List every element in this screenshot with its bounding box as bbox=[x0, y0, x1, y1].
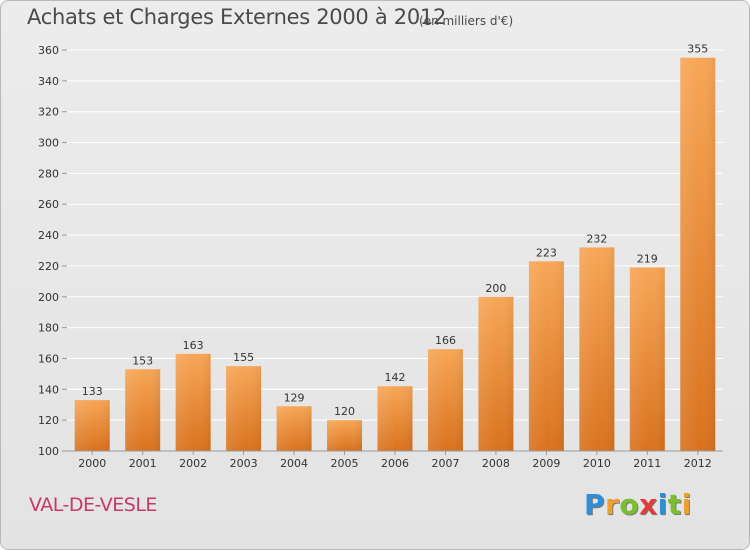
bar-shading bbox=[377, 386, 413, 451]
bar-shading bbox=[276, 406, 312, 451]
y-tick-label: 120 bbox=[38, 414, 59, 427]
y-tick-label: 320 bbox=[38, 106, 59, 119]
x-tick-label: 2011 bbox=[633, 457, 661, 470]
y-tick-label: 160 bbox=[38, 352, 59, 365]
x-tick-label: 2006 bbox=[381, 457, 409, 470]
y-tick-label: 340 bbox=[38, 75, 59, 88]
data-label: 133 bbox=[82, 385, 103, 398]
data-label: 219 bbox=[637, 252, 658, 265]
bar-shading bbox=[327, 420, 363, 451]
bar-shading bbox=[427, 349, 463, 451]
y-axis: 100 120 140 160 180 200 220 240 260 280 300 320 340 3… bbox=[38, 44, 67, 458]
x-tick-label: 2004 bbox=[280, 457, 308, 470]
logo-letter: P bbox=[584, 488, 606, 521]
data-label: 232 bbox=[586, 232, 607, 245]
bar-shading bbox=[629, 267, 665, 451]
logo-letter: i bbox=[657, 488, 668, 521]
data-label: 142 bbox=[385, 371, 406, 384]
bar-shading bbox=[175, 353, 211, 451]
logo-letter: r bbox=[605, 488, 620, 521]
logo-letter: i bbox=[681, 488, 692, 521]
data-label: 223 bbox=[536, 246, 557, 259]
x-tick-label: 2007 bbox=[431, 457, 459, 470]
bar-chart: 100 120 140 160 180 200 220 240 260 280 300 320 340 3… bbox=[38, 43, 723, 470]
bar-shading bbox=[528, 261, 564, 451]
y-tick-label: 100 bbox=[38, 445, 59, 458]
data-label: 166 bbox=[435, 334, 456, 347]
x-tick-label: 2002 bbox=[179, 457, 207, 470]
data-label: 120 bbox=[334, 405, 355, 418]
data-label: 355 bbox=[687, 43, 708, 56]
x-tick-label: 2008 bbox=[482, 457, 510, 470]
x-tick-label: 2010 bbox=[583, 457, 611, 470]
y-tick-label: 360 bbox=[38, 44, 59, 57]
chart-title: Achats et Charges Externes 2000 à 2012 bbox=[27, 5, 447, 29]
y-tick-label: 300 bbox=[38, 137, 59, 150]
y-tick-label: 280 bbox=[38, 167, 59, 180]
x-tick-label: 2000 bbox=[78, 457, 106, 470]
x-axis: 2000 2001 2002 2003 2004 2005 2006 2007 2008 2009… bbox=[67, 450, 723, 470]
bar-shading bbox=[680, 57, 716, 451]
x-tick-label: 2001 bbox=[129, 457, 157, 470]
y-tick-label: 240 bbox=[38, 229, 59, 242]
data-label: 129 bbox=[284, 391, 305, 404]
bar-shading bbox=[74, 400, 110, 451]
data-label: 155 bbox=[233, 351, 254, 364]
data-label: 200 bbox=[485, 282, 506, 295]
bar-shading bbox=[478, 296, 514, 451]
y-tick-label: 180 bbox=[38, 322, 59, 335]
data-label: 163 bbox=[183, 339, 204, 352]
x-tick-label: 2012 bbox=[684, 457, 712, 470]
y-tick-label: 260 bbox=[38, 198, 59, 211]
proxiti-logo: Proxiti bbox=[584, 488, 692, 521]
x-tick-label: 2003 bbox=[230, 457, 258, 470]
chart-subtitle: (en milliers d'€) bbox=[419, 14, 514, 28]
y-tick-label: 140 bbox=[38, 383, 59, 396]
logo-letter: x bbox=[639, 488, 658, 521]
data-labels: 133 153 163 155 129 120 142 166 200 223 232 219 355 bbox=[82, 43, 709, 418]
y-tick-label: 200 bbox=[38, 291, 59, 304]
bar-shading bbox=[226, 366, 262, 451]
bars bbox=[74, 57, 716, 451]
data-label: 153 bbox=[132, 354, 153, 367]
x-tick-label: 2009 bbox=[532, 457, 560, 470]
location-label: VAL-DE-VESLE bbox=[29, 494, 157, 516]
y-tick-label: 220 bbox=[38, 260, 59, 273]
bar-shading bbox=[579, 247, 615, 451]
logo-letter: t bbox=[667, 488, 682, 521]
x-tick-label: 2005 bbox=[331, 457, 359, 470]
bar-shading bbox=[125, 369, 161, 451]
logo-letter: o bbox=[619, 488, 640, 521]
